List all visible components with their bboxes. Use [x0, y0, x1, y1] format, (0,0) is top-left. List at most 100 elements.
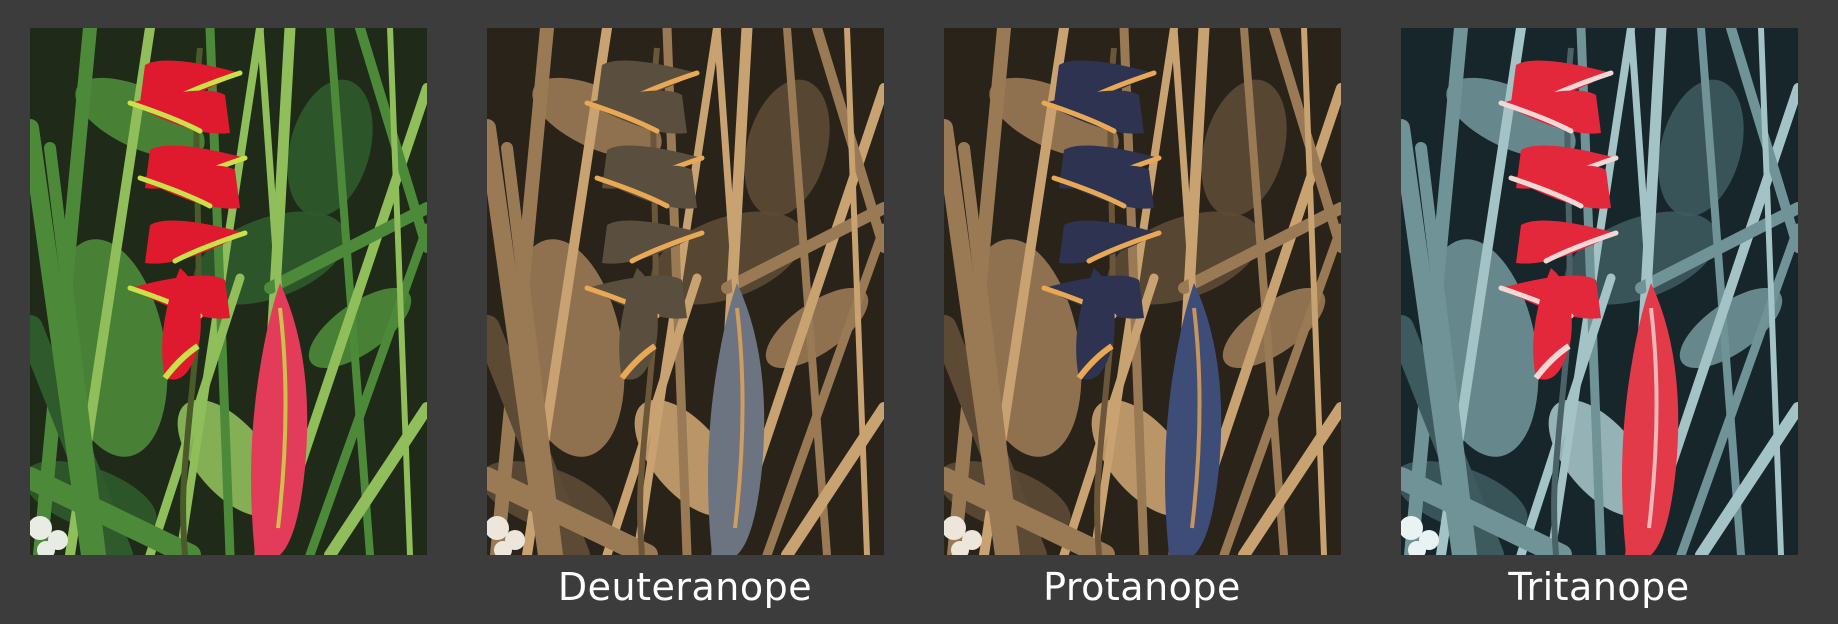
leaf-blade	[1178, 202, 1341, 294]
leaf-blade	[958, 142, 1020, 555]
bract-tip	[172, 230, 248, 264]
caption-protanope: Protanope	[1043, 565, 1241, 609]
bract	[587, 90, 687, 134]
bract-lower-tip	[1533, 343, 1571, 380]
bract-lower-tip	[619, 343, 657, 380]
flower-bud	[1622, 283, 1679, 555]
bract-tip	[1041, 100, 1117, 134]
leaf-blade	[1301, 28, 1327, 555]
leaf-blade	[30, 467, 201, 555]
bract	[145, 220, 245, 264]
leaf-blade	[1401, 119, 1470, 555]
leaf-blade	[1697, 28, 1745, 555]
leaf-blade	[944, 119, 1013, 555]
bract-tip	[594, 175, 670, 209]
leaf-blade	[602, 273, 702, 555]
panel-deuteranope	[487, 28, 884, 555]
leaf-broad	[744, 79, 830, 217]
leaf-blade	[487, 119, 556, 555]
leaf-blade	[1635, 202, 1798, 294]
flower-bud-vein	[1647, 307, 1659, 529]
leaf-blade	[501, 142, 563, 555]
leaf-blade	[305, 223, 427, 555]
small-white-flower	[30, 516, 52, 540]
leaf-blade	[1059, 273, 1159, 555]
leaf-blade	[783, 28, 831, 555]
leaf-blade	[326, 28, 374, 555]
leaf-blade	[844, 28, 870, 555]
small-white-flower	[951, 541, 969, 555]
small-white-flower	[944, 516, 966, 540]
leaf-blade	[1219, 223, 1341, 555]
leaf-blade	[44, 142, 106, 555]
flower-bud	[708, 283, 765, 555]
leaf-broad	[1201, 79, 1287, 217]
leaf-blade	[781, 402, 884, 555]
bract-tip	[629, 230, 705, 264]
leaf-blade	[145, 273, 245, 555]
bract-tip	[1543, 230, 1619, 264]
bract	[1044, 90, 1144, 134]
leaf-blade	[1758, 28, 1784, 555]
bract	[1511, 60, 1611, 104]
bract-tip	[1498, 100, 1574, 134]
flower-bud-vein	[276, 307, 288, 529]
leaf-blade	[713, 28, 741, 312]
bract-tip	[1086, 230, 1162, 264]
photo-protanope	[944, 28, 1341, 555]
bract	[602, 220, 702, 264]
bract-tip	[584, 100, 660, 134]
bract	[1516, 220, 1616, 264]
bract-tip	[1508, 175, 1584, 209]
leaf-blade	[721, 202, 884, 294]
leaf-blade	[256, 28, 284, 312]
photo-tritanope	[1401, 28, 1798, 555]
photo-original	[30, 28, 427, 555]
bract	[140, 60, 240, 104]
flower-bud-vein	[733, 307, 745, 529]
caption-deuteranope: Deuteranope	[557, 565, 813, 609]
small-white-flower	[487, 516, 509, 540]
leaf-blade	[762, 223, 884, 555]
flower-bud	[251, 283, 308, 555]
bract	[1501, 90, 1601, 134]
bract	[130, 90, 230, 134]
leaf-blade	[944, 467, 1115, 555]
panel-original	[30, 28, 427, 555]
bract	[140, 165, 240, 209]
photo-deuteranope	[487, 28, 884, 555]
leaf-blade	[324, 402, 427, 555]
leaf-blade	[1695, 402, 1798, 555]
bract	[597, 60, 697, 104]
caption-tritanope: Tritanope	[1508, 565, 1690, 609]
bract-tip	[137, 175, 213, 209]
leaf-blade	[387, 28, 413, 555]
leaf-blade	[1415, 142, 1477, 555]
leaf-blade	[1240, 28, 1288, 555]
leaf-broad	[1658, 79, 1744, 217]
flower-bud-vein	[1190, 307, 1202, 529]
leaf-blade	[1627, 28, 1655, 312]
leaf-blade	[1170, 28, 1198, 312]
leaf-blade	[1401, 467, 1572, 555]
bract-tip	[1051, 175, 1127, 209]
bract	[1511, 165, 1611, 209]
flower-bud	[1165, 283, 1222, 555]
small-white-flower	[1408, 541, 1426, 555]
leaf-blade	[30, 119, 99, 555]
leaf-blade	[487, 467, 658, 555]
bract	[1054, 165, 1154, 209]
panel-protanope	[944, 28, 1341, 555]
small-white-flower	[37, 541, 55, 555]
leaf-broad	[287, 79, 373, 217]
bract-tip	[127, 100, 203, 134]
leaf-blade	[1516, 273, 1616, 555]
bract-lower-tip	[162, 343, 200, 380]
small-white-flower	[494, 541, 512, 555]
leaf-blade	[264, 202, 427, 294]
panel-tritanope	[1401, 28, 1798, 555]
small-white-flower	[1401, 516, 1423, 540]
leaf-blade	[1238, 402, 1341, 555]
bract-lower-tip	[1076, 343, 1114, 380]
leaf-blade	[1676, 223, 1798, 555]
